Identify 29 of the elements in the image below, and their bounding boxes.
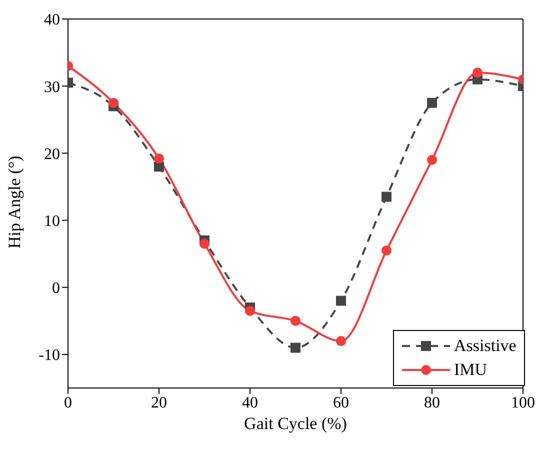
x-tick-label: 40 [242, 394, 258, 412]
point [154, 154, 164, 164]
legend-label: IMU [454, 360, 488, 380]
point [336, 336, 346, 346]
x-tick-label: 0 [64, 394, 72, 412]
x-tick-label: 20 [151, 394, 167, 412]
x-tick-label: 60 [333, 394, 349, 412]
point [336, 296, 346, 306]
point [290, 316, 300, 326]
y-tick-label: 10 [44, 212, 60, 230]
y-tick-label: 40 [44, 12, 60, 29]
y-tick-label: -10 [38, 347, 60, 364]
point [382, 245, 392, 256]
y-tick-label: 30 [44, 78, 60, 96]
legend-label: Assistive [454, 336, 516, 356]
x-axis-title: Gait Cycle (%) [244, 414, 347, 433]
y-tick-label: 0 [52, 280, 60, 298]
point [290, 342, 300, 353]
x-tick-label: 80 [424, 394, 440, 412]
point [472, 68, 482, 78]
point [382, 192, 392, 202]
point [427, 98, 437, 108]
point [245, 306, 255, 316]
x-tick-label: 100 [511, 394, 535, 412]
point [427, 154, 437, 165]
point [200, 238, 210, 249]
y-tick-label: 20 [44, 146, 60, 163]
point [108, 98, 118, 108]
y-axis-title: Hip Angle (°) [5, 156, 24, 248]
